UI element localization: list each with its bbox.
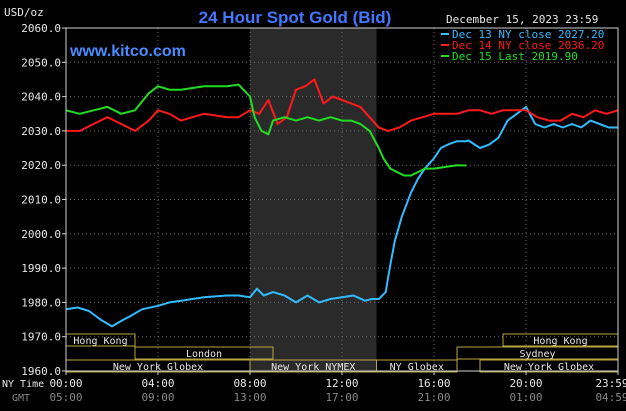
unit-label: USD/oz <box>4 6 44 19</box>
legend-label: Dec 13 NY close 2027.20 <box>452 28 604 41</box>
price-series <box>65 78 619 328</box>
gmt-tick-label: 05:00 <box>49 391 82 404</box>
x-tick-label: 00:00 <box>49 377 82 390</box>
y-tick-label: 2030.0 <box>21 125 61 138</box>
ny-time-axis-label: NY Time <box>2 379 44 390</box>
y-tick-label: 2040.0 <box>21 91 61 104</box>
x-tick-label: 12:00 <box>325 377 358 390</box>
y-tick-label: 1960.0 <box>21 365 61 378</box>
x-tick-label: 16:00 <box>417 377 450 390</box>
market-session-label: Hong Kong <box>533 336 587 347</box>
gmt-tick-label: 13:00 <box>233 391 266 404</box>
market-session-label: London <box>186 349 222 360</box>
y-tick-label: 1970.0 <box>21 331 61 344</box>
x-tick-label: 23:59 <box>595 377 626 390</box>
series-line-3 <box>65 83 467 177</box>
chart-title: 24 Hour Spot Gold (Bid) <box>199 8 392 27</box>
gmt-tick-label: 09:00 <box>141 391 174 404</box>
chart-date: December 15, 2023 23:59 <box>446 13 598 26</box>
gmt-tick-label: 17:00 <box>325 391 358 404</box>
y-tick-label: 1980.0 <box>21 296 61 309</box>
legend-label: Dec 14 NY close 2036.20 <box>452 39 604 52</box>
gmt-axis-label: GMT <box>12 393 30 404</box>
y-tick-label: 2020.0 <box>21 159 61 172</box>
nymex-session-shading <box>250 28 377 371</box>
axes: 2060.0 2050.0 2040.0 2030.0 2020.0 2010.0 2000… <box>2 22 626 404</box>
market-session-box <box>134 346 274 360</box>
y-tick-label: 2060.0 <box>21 22 61 35</box>
x-tick-label: 04:00 <box>141 377 174 390</box>
y-tick-label: 2000.0 <box>21 228 61 241</box>
gmt-tick-label: 04:59 <box>595 391 626 404</box>
market-session-label: New York Globex <box>504 362 594 373</box>
market-session-label: NY Globex <box>390 362 444 373</box>
gmt-tick-label: 01:00 <box>509 391 542 404</box>
x-tick-label: 08:00 <box>233 377 266 390</box>
y-tick-label: 1990.0 <box>21 262 61 275</box>
market-sessions: Hong Kong London New York Globex New York N… <box>65 333 619 373</box>
y-tick-label: 2010.0 <box>21 194 61 207</box>
y-tick-label: 2050.0 <box>21 56 61 69</box>
market-session-label: New York Globex <box>113 362 203 373</box>
market-session-label: New York NYMEX <box>271 362 355 373</box>
market-session-box <box>376 359 458 373</box>
series-line-2 <box>66 78 619 132</box>
gmt-tick-label: 21:00 <box>417 391 450 404</box>
market-session-label: Sydney <box>519 349 555 360</box>
market-session-label: Hong Kong <box>73 336 127 347</box>
watermark: www.kitco.com <box>69 43 186 60</box>
legend-label: Dec 15 Last 2019.90 <box>452 50 578 63</box>
x-tick-label: 20:00 <box>509 377 542 390</box>
series-line-1 <box>65 105 618 328</box>
